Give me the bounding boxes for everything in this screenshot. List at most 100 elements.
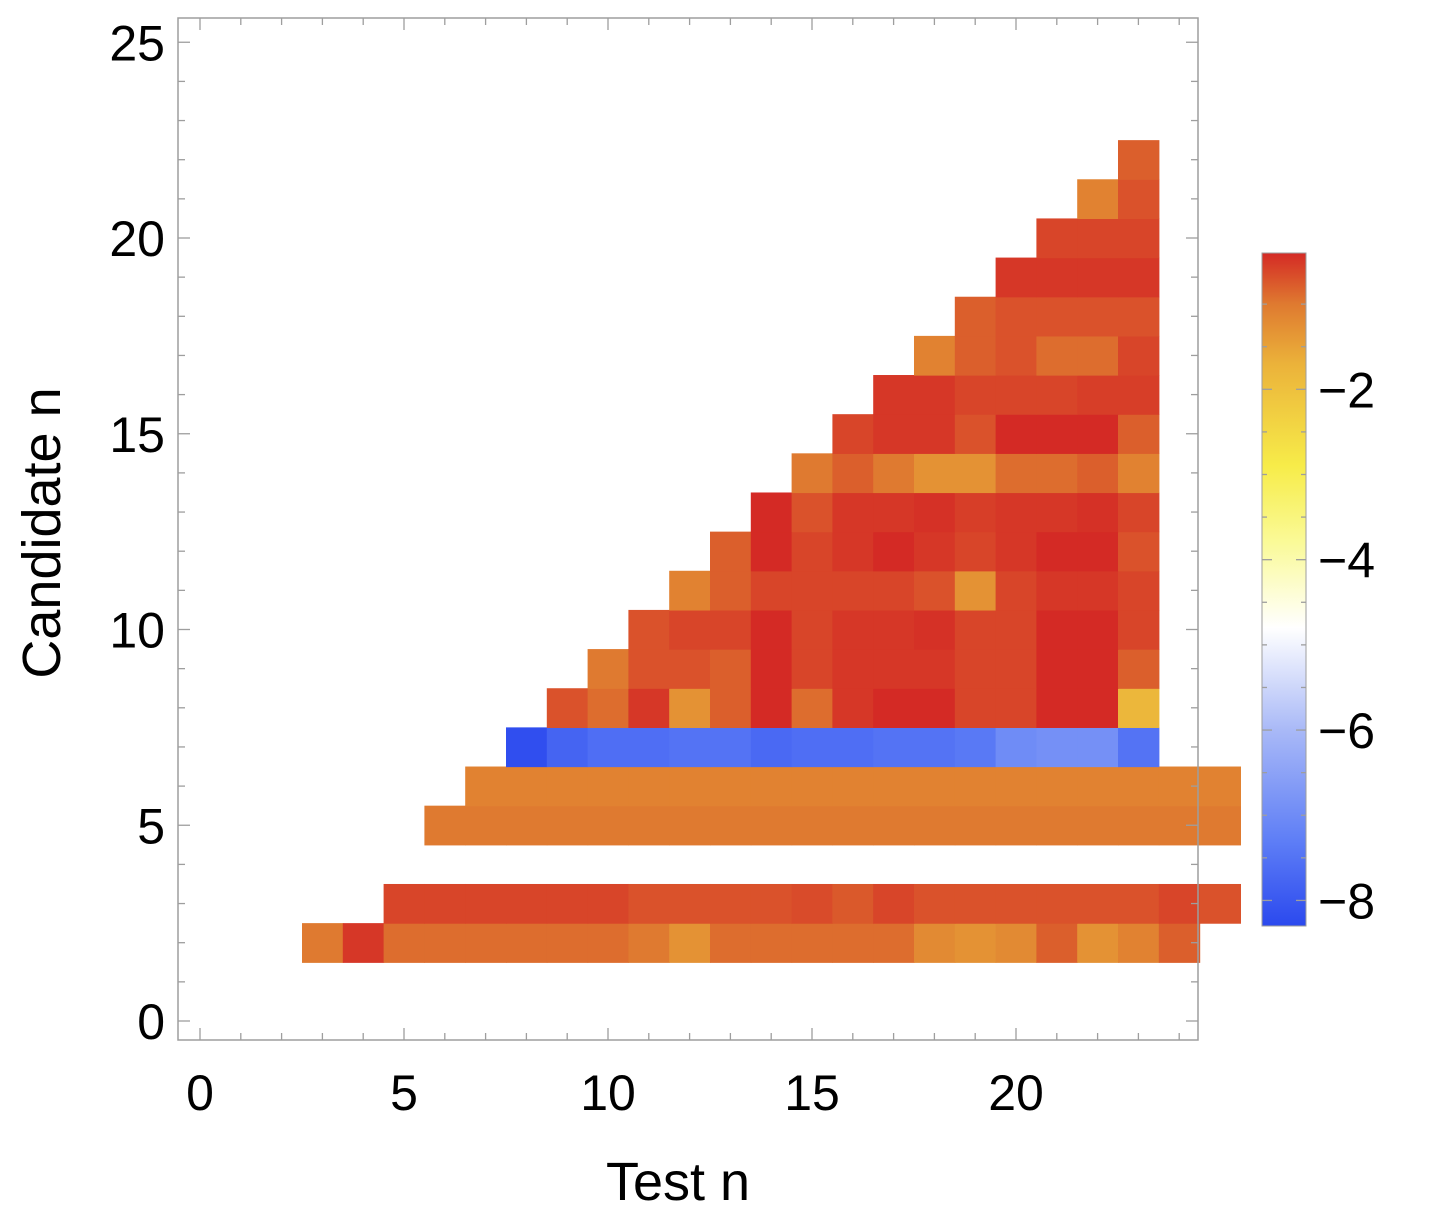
heatmap-cell bbox=[954, 883, 997, 924]
heatmap-cell bbox=[669, 609, 711, 650]
heatmap-cell bbox=[1118, 727, 1160, 768]
y-tick-label: 25 bbox=[109, 15, 165, 71]
heatmap-cell bbox=[1036, 766, 1078, 807]
heatmap-cell bbox=[628, 923, 670, 963]
y-tick-label: 15 bbox=[109, 407, 165, 463]
heatmap-cell bbox=[506, 766, 548, 807]
x-tick-label: 15 bbox=[784, 1065, 840, 1121]
y-axis-title: Candidate n bbox=[12, 387, 72, 678]
heatmap-cell bbox=[383, 923, 425, 963]
heatmap-cell bbox=[914, 766, 956, 807]
heatmap-cell bbox=[628, 766, 670, 807]
heatmap-cell bbox=[1077, 257, 1119, 298]
heatmap-cell bbox=[873, 414, 915, 454]
heatmap-cell bbox=[1118, 766, 1160, 807]
heatmap-cell bbox=[995, 805, 1037, 846]
heatmap-cell bbox=[710, 883, 752, 924]
heatmap-cell bbox=[546, 688, 589, 728]
heatmap-cell bbox=[750, 766, 793, 807]
heatmap-cell bbox=[710, 570, 752, 611]
heatmap-cell bbox=[954, 649, 997, 689]
heatmap-cell bbox=[669, 570, 711, 611]
x-axis-title: Test n bbox=[606, 1152, 750, 1212]
heatmap-cell bbox=[1118, 688, 1160, 728]
heatmap-cell bbox=[995, 688, 1037, 728]
heatmap-cell bbox=[669, 923, 711, 963]
heatmap-cell bbox=[1118, 296, 1160, 337]
heatmap-cell bbox=[628, 805, 670, 846]
heatmap-cell bbox=[1077, 335, 1119, 376]
heatmap-cell bbox=[791, 727, 833, 768]
heatmap-cell bbox=[302, 923, 344, 963]
heatmap-cell bbox=[628, 609, 670, 650]
heatmap-cell bbox=[669, 766, 711, 807]
heatmap-cell bbox=[1036, 688, 1078, 728]
heatmap-cell bbox=[465, 805, 507, 846]
heatmap-cell bbox=[954, 414, 997, 454]
heatmap-cell bbox=[1118, 453, 1160, 494]
x-tick-label: 10 bbox=[580, 1065, 636, 1121]
heatmap-cell bbox=[791, 649, 833, 689]
heatmap-cell bbox=[873, 492, 915, 533]
y-tick-label: 0 bbox=[137, 994, 165, 1050]
x-tick-label: 20 bbox=[988, 1065, 1044, 1121]
heatmap-cell bbox=[873, 805, 915, 846]
heatmap-cell bbox=[1077, 453, 1119, 494]
heatmap-cell bbox=[750, 883, 793, 924]
heatmap-cell bbox=[914, 805, 956, 846]
heatmap-cell bbox=[750, 923, 793, 963]
heatmap-cell bbox=[424, 883, 466, 924]
y-tick-label: 20 bbox=[109, 211, 165, 267]
heatmap-cell bbox=[832, 805, 874, 846]
heatmap-cell bbox=[954, 531, 997, 572]
colorbar-tick-label: −8 bbox=[1318, 873, 1375, 929]
heatmap-cell bbox=[954, 570, 997, 611]
heatmap-cell bbox=[669, 805, 711, 846]
heatmap-cell bbox=[995, 531, 1037, 572]
heatmap-cell bbox=[710, 727, 752, 768]
heatmap-cell bbox=[546, 883, 589, 924]
x-tick-label: 5 bbox=[390, 1065, 418, 1121]
heatmap-cell bbox=[791, 766, 833, 807]
heatmap-cell bbox=[791, 570, 833, 611]
heatmap-cell bbox=[1036, 335, 1078, 376]
heatmap-cell bbox=[954, 492, 997, 533]
heatmap-cell bbox=[1118, 570, 1160, 611]
heatmap-cell bbox=[750, 688, 793, 728]
heatmap-cell bbox=[791, 453, 833, 494]
heatmap-cell bbox=[995, 923, 1037, 963]
heatmap-cell bbox=[914, 727, 956, 768]
heatmap-cell bbox=[1077, 727, 1119, 768]
plot-frame bbox=[177, 17, 1199, 1041]
heatmap-cell bbox=[1036, 453, 1078, 494]
heatmap-cell bbox=[1077, 414, 1119, 454]
heatmap-cell bbox=[628, 688, 670, 728]
heatmap-cell bbox=[1036, 570, 1078, 611]
heatmap-cell bbox=[1036, 531, 1078, 572]
heatmap-cell bbox=[1036, 375, 1078, 415]
heatmap-cell bbox=[791, 531, 833, 572]
heatmap-cell bbox=[791, 609, 833, 650]
heatmap-cell bbox=[465, 883, 507, 924]
heatmap-cell bbox=[546, 805, 589, 846]
heatmap-cell bbox=[710, 688, 752, 728]
colorbar-tick-label: −4 bbox=[1318, 533, 1375, 589]
heatmap-cell bbox=[710, 923, 752, 963]
heatmap-cell bbox=[1077, 688, 1119, 728]
heatmap-cell bbox=[832, 688, 874, 728]
heatmap-cell bbox=[1036, 257, 1078, 298]
heatmap-cell bbox=[1077, 375, 1119, 415]
heatmap-cell bbox=[873, 609, 915, 650]
heatmap-cell bbox=[1077, 296, 1119, 337]
y-tick-label: 10 bbox=[109, 603, 165, 659]
heatmap-cell bbox=[628, 883, 670, 924]
heatmap-cell bbox=[791, 883, 833, 924]
heatmap-cell bbox=[995, 492, 1037, 533]
heatmap-cell bbox=[914, 375, 956, 415]
heatmap-cell bbox=[424, 923, 466, 963]
heatmap-cell bbox=[1118, 414, 1160, 454]
heatmap-cell bbox=[914, 414, 956, 454]
heatmap-cell bbox=[791, 923, 833, 963]
heatmap-cells bbox=[302, 140, 1241, 963]
heatmap-cell bbox=[546, 766, 589, 807]
